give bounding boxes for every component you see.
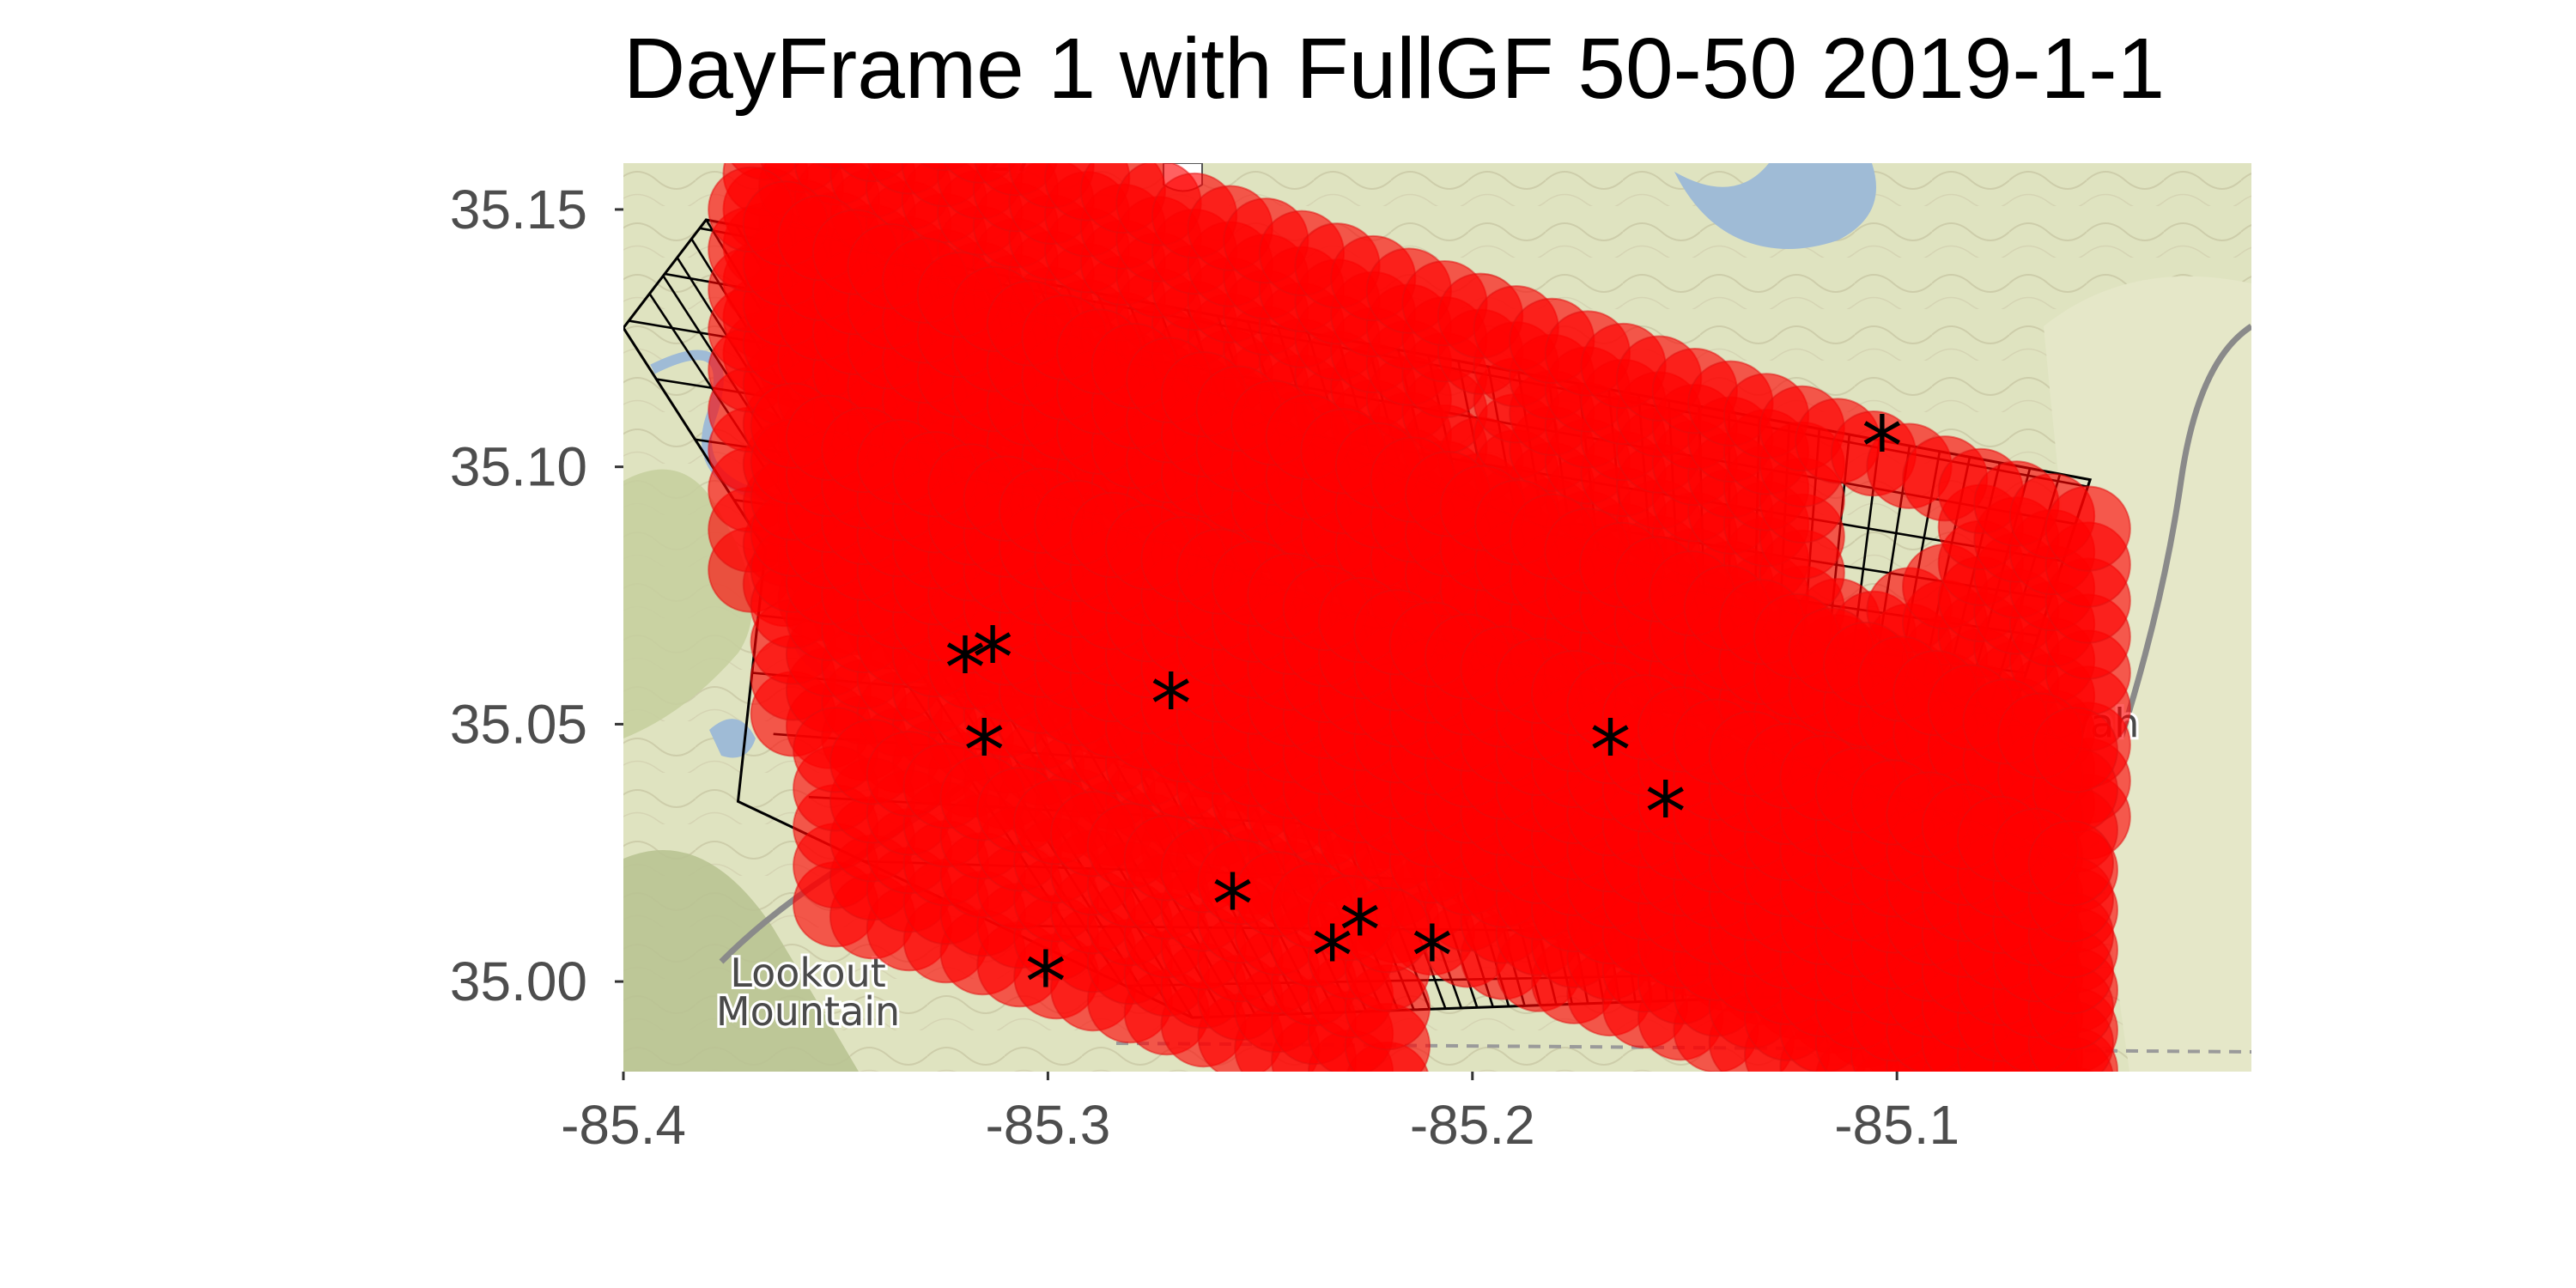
asterisk-point: * bbox=[1340, 883, 1381, 979]
x-tick-label: -85.1 bbox=[1834, 1094, 1959, 1156]
coverage-circle bbox=[2006, 1060, 2065, 1072]
coverage-circle bbox=[795, 48, 879, 132]
coverage-circle bbox=[723, 23, 807, 107]
asterisk-point: * bbox=[963, 702, 1005, 799]
coverage-circle bbox=[1958, 1084, 2042, 1169]
grid-line bbox=[1056, 1076, 2136, 1261]
coverage-circle bbox=[2027, 820, 2115, 907]
asterisk-point: * bbox=[1151, 656, 1192, 752]
coverage-circle bbox=[830, 61, 914, 145]
chart-title: DayFrame 1 with FullGF 50-50 2019-1-1 bbox=[623, 21, 2166, 117]
basemap-place-label: Mountain bbox=[716, 988, 900, 1035]
grid-line bbox=[101, 0, 2469, 179]
grid-line bbox=[1268, 1138, 2062, 1288]
asterisk-point: * bbox=[1862, 399, 1903, 495]
asterisk-point: * bbox=[972, 610, 1013, 706]
coverage-circle bbox=[2032, 707, 2118, 793]
x-tick-label: -85.2 bbox=[1410, 1094, 1535, 1156]
grid-line bbox=[1233, 1147, 2074, 1288]
coverage-circle bbox=[2029, 1073, 2113, 1157]
coverage-circle bbox=[1993, 1097, 2077, 1182]
basemap-lake bbox=[1674, 163, 1876, 249]
coverage-circle bbox=[1344, 887, 1431, 974]
basemap-valley bbox=[2044, 276, 2251, 1072]
basemap-road bbox=[2117, 324, 2251, 740]
basemap-mountain bbox=[623, 850, 859, 1072]
coverage-circle bbox=[759, 71, 843, 155]
grid-line bbox=[1339, 1046, 2037, 1288]
coverage-circle bbox=[919, 163, 969, 172]
grid-line bbox=[1163, 1134, 2099, 1288]
coverage-circle bbox=[814, 163, 860, 170]
y-tick-label: 35.15 bbox=[450, 179, 587, 240]
grid-line bbox=[66, 0, 2481, 143]
coverage-circle bbox=[759, 36, 843, 120]
y-tick-label: 35.10 bbox=[450, 436, 587, 498]
x-tick-label: -85.3 bbox=[985, 1094, 1110, 1156]
coverage-circles bbox=[708, 23, 2131, 1194]
asterisk-point: * bbox=[1025, 934, 1066, 1030]
coverage-circle bbox=[866, 73, 951, 157]
coverage-circle bbox=[2044, 485, 2131, 572]
x-tick-label: -85.4 bbox=[561, 1094, 686, 1156]
axes: -85.4 -85.3 -85.2 -85.1 35.00 35.05 35.10 35.15 bbox=[450, 179, 1959, 1156]
grid-line bbox=[1091, 1098, 2123, 1288]
asterisk-point: * bbox=[1212, 857, 1253, 953]
asterisk-markers: **** **** * *** bbox=[945, 399, 1903, 1030]
asterisk-point: * bbox=[1645, 764, 1686, 860]
y-tick-label: 35.05 bbox=[450, 693, 587, 755]
y-tick-label: 35.00 bbox=[450, 951, 587, 1012]
coverage-circle bbox=[2029, 1109, 2113, 1194]
asterisk-point: * bbox=[945, 620, 986, 716]
grid-line bbox=[1198, 1145, 2087, 1288]
coverage-circle bbox=[723, 59, 807, 143]
asterisk-point: * bbox=[1412, 908, 1453, 1005]
asterisk-point: * bbox=[1312, 908, 1353, 1005]
grid-line bbox=[1127, 1118, 2111, 1288]
coverage-circle bbox=[2056, 1066, 2095, 1072]
asterisk-point: * bbox=[1589, 702, 1631, 799]
